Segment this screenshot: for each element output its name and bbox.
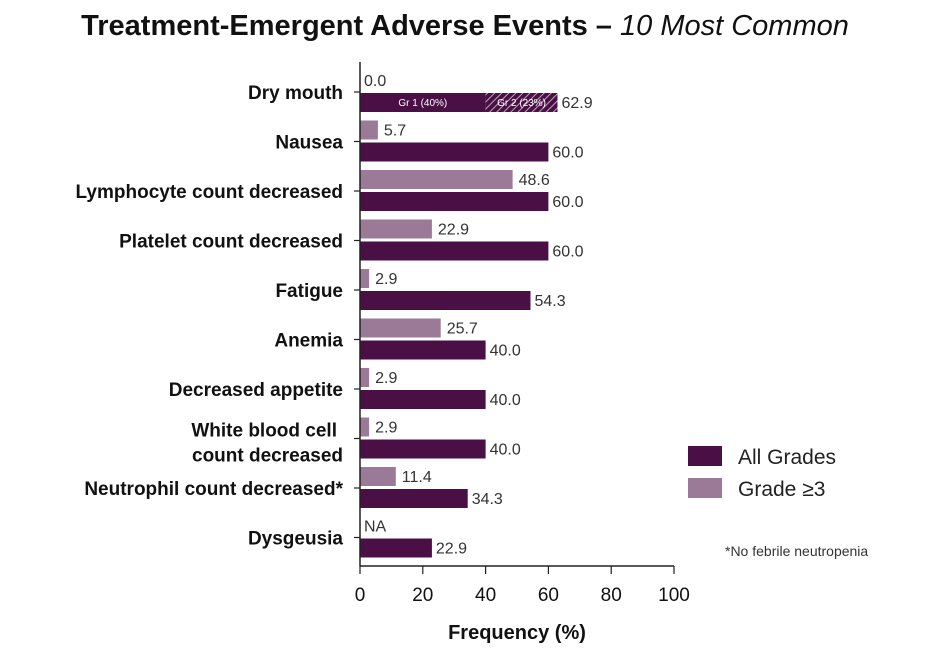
x-tick-label: 20	[412, 585, 433, 606]
bar-all-grades	[360, 291, 531, 310]
x-tick-label: 60	[538, 585, 559, 606]
x-tick-label: 40	[475, 585, 496, 606]
x-tick-label: 0	[355, 585, 366, 606]
legend-swatch	[688, 478, 722, 498]
chart-subtitle: 10 Most Common	[620, 10, 849, 42]
x-tick-label: 100	[658, 585, 690, 606]
bar-grade3	[360, 417, 370, 437]
category-label: Platelet count decreased	[119, 232, 343, 253]
bar-all-grades	[360, 241, 549, 261]
bar-all-grades	[360, 538, 432, 558]
segment-label: Gr 2 (23%)	[497, 98, 546, 109]
bar-all-grades-segment	[360, 93, 486, 112]
value-label-grade3: 0.0	[364, 73, 386, 90]
value-label-grade3: 5.7	[384, 123, 406, 140]
value-label-grade3: 2.9	[375, 271, 397, 288]
bar-grade3	[360, 269, 370, 288]
value-label-grade3: 11.4	[402, 469, 432, 486]
category-label: Lymphocyte count decreased	[76, 182, 343, 203]
bar-all-grades	[360, 489, 468, 508]
value-label-grade3: 2.9	[375, 420, 397, 437]
value-label-all-grades: 40.0	[490, 343, 521, 360]
value-label-all-grades: 34.3	[472, 491, 503, 508]
legend-label: All Grades	[738, 446, 836, 469]
value-label-all-grades: 60.0	[552, 145, 583, 162]
bar-all-grades	[360, 192, 549, 211]
value-label-grade3: 2.9	[375, 370, 397, 387]
x-axis-title: Frequency (%)	[448, 622, 586, 644]
footnote: *No febrile neutropenia	[725, 543, 868, 559]
chart-title-main: Treatment-Emergent Adverse Events –	[81, 10, 612, 42]
category-label: Anemia	[274, 331, 343, 352]
chart-title: Treatment-Emergent Adverse Events – 10 M…	[0, 10, 930, 43]
bar-grade3	[360, 368, 370, 387]
value-label-all-grades: 22.9	[436, 541, 467, 558]
category-label: Fatigue	[275, 281, 343, 302]
bar-grade3	[360, 170, 513, 189]
category-label: count decreased	[192, 446, 343, 467]
bar-all-grades	[360, 390, 486, 409]
value-label-grade3: 22.9	[438, 222, 469, 239]
category-label: Nausea	[275, 133, 343, 154]
x-tick-label: 80	[601, 585, 622, 606]
bar-grade3	[360, 318, 441, 338]
bar-grade3	[360, 120, 378, 140]
value-label-all-grades: 40.0	[490, 392, 521, 409]
bar-all-grades	[360, 439, 486, 459]
category-label: White blood cell	[191, 421, 337, 442]
value-label-all-grades: 62.9	[562, 95, 593, 112]
category-label: Decreased appetite	[169, 380, 343, 401]
value-label-grade3: 25.7	[447, 321, 478, 338]
value-label-all-grades: 60.0	[552, 244, 583, 261]
value-label-all-grades: 54.3	[535, 293, 566, 310]
category-label: Dry mouth	[248, 83, 343, 104]
value-label-grade3: NA	[364, 519, 387, 536]
category-label: Dysgeusia	[248, 529, 343, 550]
bar-all-grades	[360, 142, 549, 162]
category-label: Neutrophil count decreased*	[84, 479, 343, 500]
bar-all-grades	[360, 340, 486, 360]
legend-label: Grade ≥3	[738, 478, 825, 501]
value-label-all-grades: 60.0	[552, 194, 583, 211]
value-label-grade3: 48.6	[519, 172, 550, 189]
value-label-all-grades: 40.0	[490, 442, 521, 459]
legend-swatch	[688, 446, 722, 466]
bar-all-grades-segment	[485, 93, 558, 112]
segment-label: Gr 1 (40%)	[398, 98, 447, 109]
bar-grade3	[360, 219, 432, 239]
bar-grade3	[360, 467, 396, 486]
